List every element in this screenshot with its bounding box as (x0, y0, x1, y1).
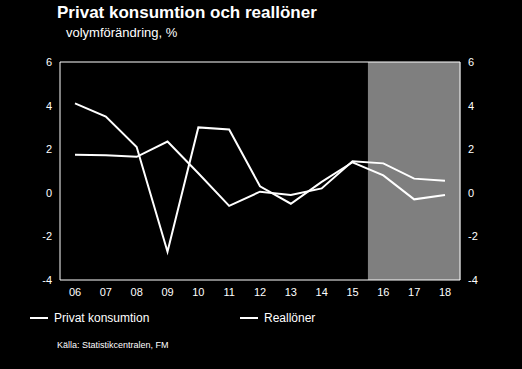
svg-text:14: 14 (316, 286, 328, 298)
svg-text:08: 08 (131, 286, 143, 298)
svg-text:4: 4 (468, 100, 474, 112)
svg-text:2: 2 (468, 143, 474, 155)
svg-text:16: 16 (377, 286, 389, 298)
svg-text:06: 06 (69, 286, 81, 298)
svg-text:4: 4 (46, 100, 52, 112)
svg-text:12: 12 (254, 286, 266, 298)
svg-text:18: 18 (439, 286, 451, 298)
svg-text:09: 09 (161, 286, 173, 298)
svg-text:13: 13 (285, 286, 297, 298)
html-text:Källa: Statistikcentralen, FM: Källa: Statistikcentralen, FM (57, 340, 169, 350)
svg-text:0: 0 (468, 187, 474, 199)
svg-text:10: 10 (192, 286, 204, 298)
html-text:Privat konsumtion och reallöne: Privat konsumtion och reallöner (57, 3, 317, 22)
svg-text:6: 6 (46, 56, 52, 68)
svg-text:11: 11 (223, 286, 234, 298)
svg-text:-2: -2 (468, 230, 478, 242)
svg-text:15: 15 (346, 286, 358, 298)
svg-text:07: 07 (100, 286, 112, 298)
html-text:volymförändring, %: volymförändring, % (66, 25, 178, 40)
html-text:Privat konsumtion: Privat konsumtion (54, 311, 150, 325)
svg-text:0: 0 (46, 187, 52, 199)
svg-text:2: 2 (46, 143, 52, 155)
html-text:Reallöner: Reallöner (264, 311, 316, 325)
svg-text:-4: -4 (468, 274, 478, 286)
svg-text:6: 6 (468, 56, 474, 68)
svg-text:-4: -4 (42, 274, 52, 286)
svg-text:17: 17 (408, 286, 420, 298)
svg-text:-2: -2 (42, 230, 52, 242)
